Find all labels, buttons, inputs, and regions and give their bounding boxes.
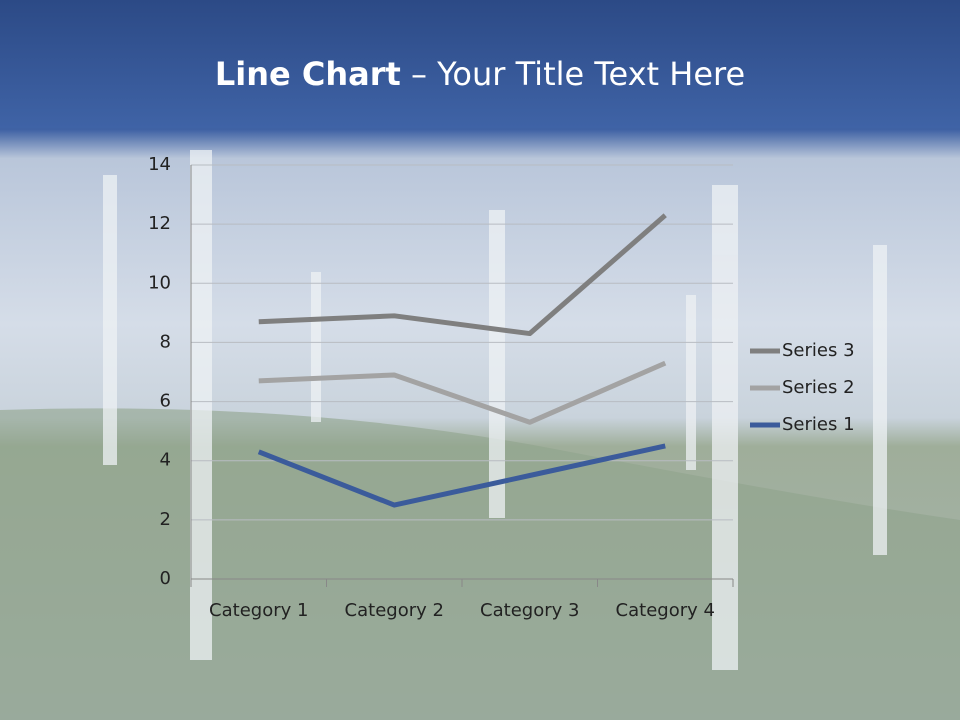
x-tick-label: Category 1 [209, 600, 308, 621]
y-tick-label: 6 [160, 391, 171, 412]
series-line [258, 213, 667, 337]
title-band [0, 0, 960, 128]
title-rest: – Your Title Text Here [411, 55, 745, 93]
legend-label: Series 1 [782, 414, 855, 435]
x-tick-label: Category 3 [480, 600, 579, 621]
legend-label: Series 3 [782, 340, 855, 361]
x-tick-label: Category 4 [616, 600, 715, 621]
turbines [103, 150, 887, 670]
series-line [257, 443, 666, 508]
y-tick-label: 12 [148, 213, 171, 234]
series-line [258, 360, 667, 425]
title-bold: Line Chart [215, 55, 401, 93]
y-tick-label: 0 [160, 568, 171, 589]
y-tick-label: 8 [160, 331, 171, 352]
slide-title: Line Chart – Your Title Text Here [215, 55, 745, 93]
y-tick-label: 10 [148, 272, 171, 293]
legend-label: Series 2 [782, 377, 855, 398]
y-tick-label: 14 [148, 154, 171, 175]
y-tick-label: 2 [160, 509, 171, 530]
x-tick-label: Category 2 [345, 600, 444, 621]
y-tick-label: 4 [160, 450, 171, 471]
